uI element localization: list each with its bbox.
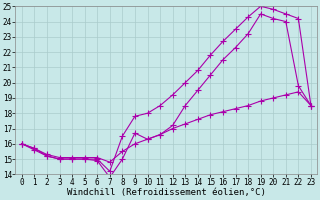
- X-axis label: Windchill (Refroidissement éolien,°C): Windchill (Refroidissement éolien,°C): [67, 188, 266, 197]
